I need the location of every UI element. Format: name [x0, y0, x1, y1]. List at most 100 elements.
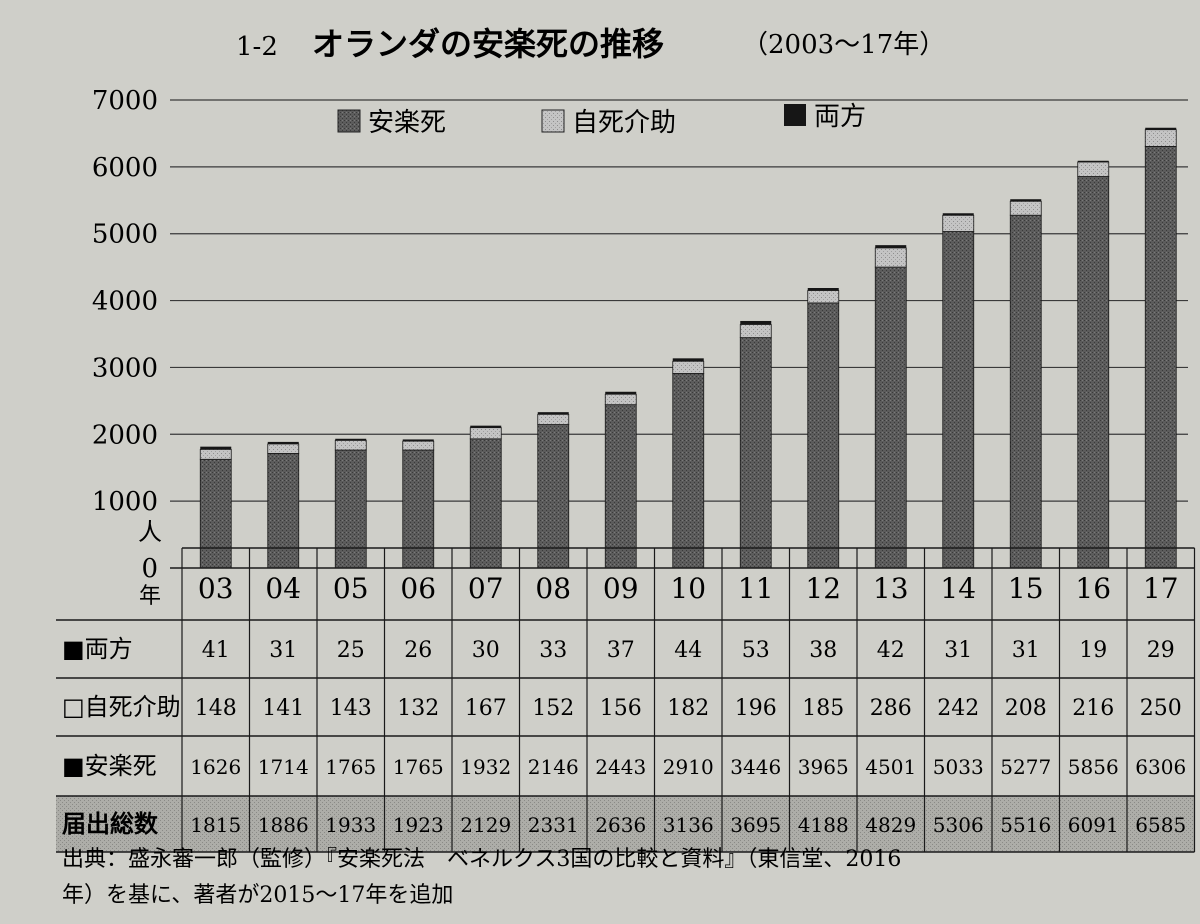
table-cell: 2146	[528, 755, 579, 779]
y-tick-label: 1000	[92, 487, 158, 517]
table-cell: 4501	[865, 755, 916, 779]
bar-segment-assisted-suicide-09	[604, 393, 637, 406]
source-line-1: 出典：盛永審一郎（監修）『安楽死法 ベネルクス3国の比較と資料』（東信堂、201…	[62, 847, 901, 872]
bar-segment-assisted-suicide-05	[334, 440, 367, 451]
bar-segment-assisted-suicide-06	[402, 440, 435, 451]
x-tick-label: 11	[738, 572, 774, 605]
table-cell: 2636	[595, 813, 646, 837]
y-axis-ticks: 0 1000 2000 3000 4000 5000 6000 7000	[92, 86, 158, 584]
legend-swatch-both	[784, 104, 806, 126]
table-cell: 42	[877, 638, 905, 663]
table-cell: 196	[735, 696, 777, 721]
legend-label-euthanasia: 安楽死	[368, 108, 446, 138]
table-row-label: ■両方	[62, 635, 133, 663]
bar-segment-euthanasia-14	[942, 231, 975, 569]
table-cell: 5033	[933, 755, 984, 779]
bar-segment-euthanasia-03	[199, 458, 232, 569]
bar-segment-euthanasia-10	[672, 373, 705, 569]
table-cell: 30	[472, 638, 500, 663]
bar-segment-both-16	[1077, 160, 1109, 163]
table-cell: 4188	[798, 813, 849, 837]
data-table: 03 04 05 06 07 08 09 10 11 12 13 14 15 16 17 ■両方 41 31 25 2…	[56, 547, 1196, 853]
table-cell: 2443	[595, 755, 646, 779]
chart-title: オランダの安楽死の推移	[312, 25, 664, 63]
table-cell: 5856	[1068, 755, 1119, 779]
x-tick-label: 12	[805, 572, 841, 605]
table-cell: 141	[262, 696, 304, 721]
bar-segment-assisted-suicide-08	[537, 413, 570, 425]
chart-period: （2003〜17年）	[742, 30, 945, 60]
table-cell: 2129	[460, 813, 511, 837]
table-cell: 250	[1140, 696, 1182, 721]
y-tick-label: 5000	[92, 220, 158, 250]
x-tick-label: 10	[670, 572, 706, 605]
table-cell: 2910	[663, 755, 714, 779]
bar-segment-euthanasia-15	[1009, 214, 1042, 569]
table-cell: 31	[944, 638, 972, 663]
x-tick-label: 14	[940, 572, 976, 605]
table-cell: 1626	[190, 755, 241, 779]
bar-segment-assisted-suicide-03	[199, 448, 232, 460]
bar-segment-both-06	[402, 439, 434, 442]
table-cell: 2331	[528, 813, 579, 837]
legend-label-both: 両方	[814, 102, 866, 132]
table-cell: 33	[539, 638, 567, 663]
bar-segment-both-10	[672, 358, 704, 362]
table-cell: 182	[667, 696, 709, 721]
table-cell: 1933	[325, 813, 376, 837]
table-cell: 1714	[258, 755, 309, 779]
bar-segment-assisted-suicide-07	[469, 427, 502, 440]
y-tick-label: 3000	[92, 353, 158, 383]
table-cell: 1923	[393, 813, 444, 837]
bars	[199, 127, 1177, 569]
table-cell: 3446	[730, 755, 781, 779]
y-axis-unit: 人	[138, 518, 162, 546]
source-line-2: 年）を基に、著者が2015〜17年を追加	[62, 883, 453, 908]
table-row-label: 届出総数	[62, 810, 159, 838]
bar-segment-euthanasia-06	[402, 449, 435, 569]
total-row-background	[56, 796, 1195, 852]
table-cell: 6306	[1135, 755, 1186, 779]
x-tick-label: 08	[535, 572, 571, 605]
x-tick-label: 03	[198, 572, 234, 605]
table-cell: 152	[532, 696, 574, 721]
bar-segment-euthanasia-05	[334, 449, 367, 569]
bar-segment-assisted-suicide-04	[267, 443, 300, 454]
table-cell: 156	[600, 696, 642, 721]
x-tick-label: 05	[333, 572, 369, 605]
y-tick-label: 6000	[92, 153, 158, 183]
bar-segment-both-07	[470, 425, 502, 428]
figure-number: 1-2	[236, 32, 278, 62]
bar-segment-both-11	[740, 320, 772, 325]
x-tick-label: 04	[265, 572, 301, 605]
bar-segment-both-05	[335, 438, 367, 441]
table-cell: 44	[674, 638, 702, 663]
bar-segment-assisted-suicide-14	[942, 214, 975, 232]
table-cell: 29	[1147, 638, 1175, 663]
bar-segment-both-14	[942, 213, 974, 216]
table-cell: 132	[397, 696, 439, 721]
table-cell: 41	[202, 638, 230, 663]
x-tick-label: 09	[603, 572, 639, 605]
bar-segment-assisted-suicide-15	[1009, 200, 1042, 216]
bar-segment-both-13	[875, 245, 907, 248]
legend-swatch-assisted-suicide	[541, 109, 565, 133]
bar-segment-assisted-suicide-13	[874, 247, 907, 268]
bar-segment-both-08	[537, 412, 569, 415]
legend: 安楽死 自死介助 両方	[337, 102, 866, 138]
bar-segment-assisted-suicide-11	[739, 324, 772, 339]
table-cell: 5306	[933, 813, 984, 837]
bar-segment-both-17	[1145, 127, 1177, 130]
table-cell: 31	[269, 638, 297, 663]
legend-swatch-euthanasia	[337, 109, 361, 133]
bar-segment-both-09	[605, 391, 637, 395]
y-tick-label: 4000	[92, 287, 158, 317]
bar-segment-assisted-suicide-17	[1144, 129, 1177, 147]
table-cell: 25	[337, 638, 365, 663]
table-cell: 185	[802, 696, 844, 721]
bar-segment-both-12	[807, 288, 839, 291]
table-cell: 6091	[1068, 813, 1119, 837]
table-cell: 5516	[1000, 813, 1051, 837]
table-cell: 5277	[1000, 755, 1051, 779]
